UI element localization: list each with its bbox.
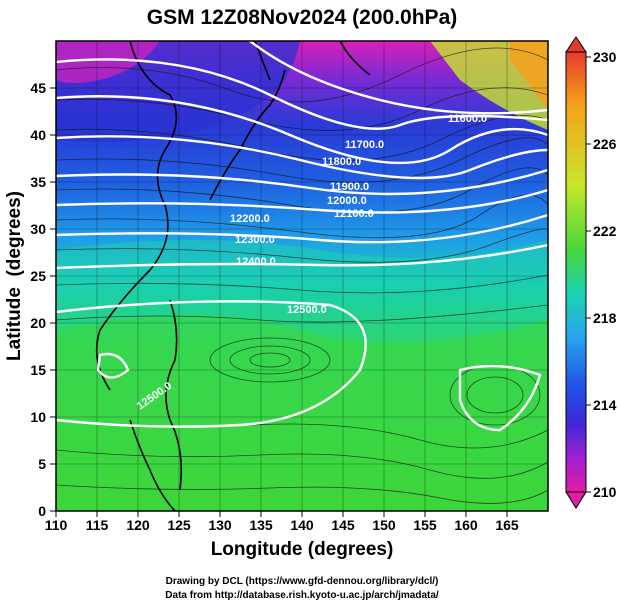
- colorbar-bottom-arrow: [565, 491, 587, 509]
- x-tick-label: 110: [45, 517, 68, 533]
- contour-label: 12500.0: [287, 304, 327, 316]
- x-tick-label: 135: [249, 517, 273, 533]
- contour-label: 12100.0: [334, 208, 374, 220]
- y-tick-label: 45: [30, 80, 46, 96]
- x-tick-label: 125: [167, 517, 191, 533]
- colorbar-scale: [565, 51, 587, 493]
- colorbar-label: 226: [593, 136, 617, 152]
- y-tick-label: 15: [30, 362, 46, 378]
- contour-label: 11600.0: [448, 113, 487, 125]
- x-tick-label: 145: [331, 517, 355, 533]
- x-tick-label: 165: [495, 517, 519, 533]
- x-axis-label: Longitude (degrees): [211, 539, 394, 560]
- y-tick-label: 30: [30, 221, 46, 237]
- y-tick-label: 40: [30, 127, 46, 143]
- colorbar-label: 222: [593, 223, 617, 239]
- y-tick-label: 20: [30, 315, 46, 331]
- colorbar-label: 214: [593, 397, 617, 413]
- x-tick-label: 130: [208, 517, 232, 533]
- x-tick-label: 140: [290, 517, 314, 533]
- contour-label: 11700.0: [345, 139, 384, 151]
- y-tick-label: 25: [30, 268, 46, 284]
- height-contours: [56, 41, 548, 432]
- grid-lines: [56, 41, 548, 511]
- wind-streamlines: [56, 47, 548, 504]
- y-tick-label: 5: [38, 456, 46, 472]
- credit-line: Data from http://database.rish.kyoto-u.a…: [165, 590, 439, 601]
- contour-label: 12000.0: [327, 195, 367, 207]
- x-tick-labels: 110 115 120 125 130 135 140 145 150 155 …: [45, 517, 519, 533]
- colorbar-label: 210: [593, 484, 617, 500]
- colorbar: 230 226 222 218 214 210: [565, 36, 617, 509]
- x-tick-label: 120: [126, 517, 150, 533]
- x-tick-label: 160: [454, 517, 478, 533]
- x-tick-label: 150: [372, 517, 396, 533]
- tick-marks: [50, 87, 508, 517]
- y-tick-label: 0: [38, 503, 46, 519]
- contour-label: 12200.0: [230, 213, 270, 225]
- colorbar-label: 218: [593, 310, 617, 326]
- contour-label: 12400.0: [236, 256, 276, 268]
- contour-label: 12300.0: [235, 234, 275, 246]
- x-tick-label: 155: [413, 517, 437, 533]
- x-tick-label: 115: [86, 517, 109, 533]
- contour-label: 11800.0: [322, 156, 361, 168]
- credit-line: Drawing by DCL (https://www.gfd-dennou.o…: [166, 576, 439, 587]
- figure-title: GSM 12Z08Nov2024 (200.0hPa): [147, 6, 458, 29]
- contour-label: 11900.0: [330, 181, 369, 193]
- y-tick-label: 35: [30, 174, 46, 190]
- y-axis-label: Latitude (degrees): [4, 191, 25, 361]
- y-tick-labels: 0 5 10 15 20 25 30 35 40 45: [30, 80, 46, 519]
- colorbar-label: 230: [593, 49, 617, 65]
- colorbar-top-arrow: [565, 36, 587, 53]
- y-tick-label: 10: [30, 409, 46, 425]
